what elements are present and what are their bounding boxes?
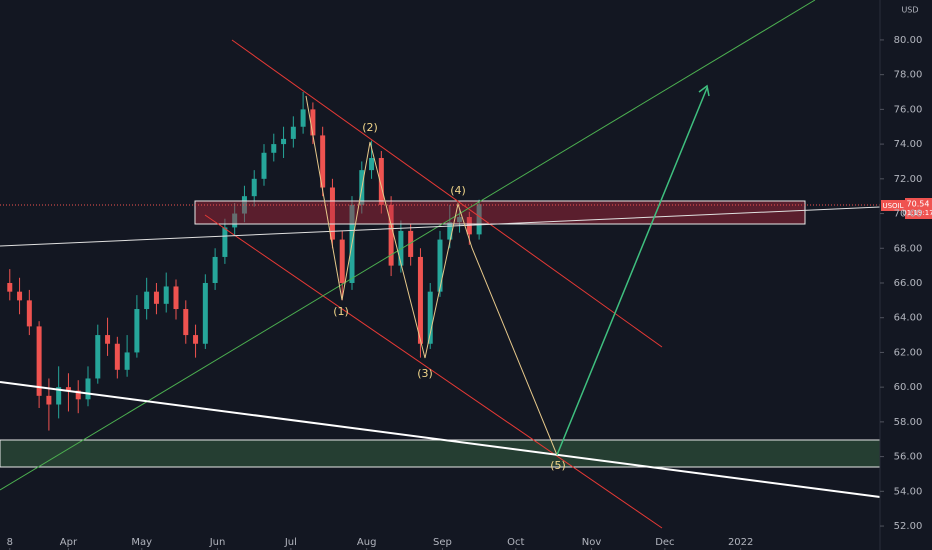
candle-body — [339, 239, 345, 283]
candle-body — [105, 335, 111, 344]
candle-body — [427, 291, 433, 344]
x-tick-label: 2022 — [728, 537, 753, 548]
y-tick-label: 52.00 — [894, 521, 923, 532]
candle-body — [124, 352, 130, 370]
y-tick-label: 80.00 — [894, 35, 923, 46]
countdown: 01:19:17 — [902, 209, 932, 217]
candle-body — [85, 378, 91, 400]
x-tick-label: Nov — [582, 537, 602, 548]
candle-body — [183, 309, 189, 336]
x-tick-label: Dec — [655, 537, 674, 548]
x-tick-label: May — [131, 537, 152, 548]
candle-body — [75, 390, 81, 400]
candle-body — [457, 217, 463, 223]
candle-body — [398, 230, 404, 266]
wave-label: (5) — [550, 459, 566, 472]
y-tick-label: 56.00 — [894, 452, 923, 463]
y-tick-label: 60.00 — [894, 382, 923, 393]
y-tick-label: 58.00 — [894, 417, 923, 428]
candle-body — [388, 204, 394, 266]
candle-body — [193, 335, 199, 344]
trend-line — [0, 381, 881, 498]
candle-body — [153, 291, 159, 304]
candle-body — [290, 126, 296, 139]
last-price: 70.54 — [907, 200, 930, 209]
candle-body — [437, 239, 443, 292]
y-tick-label: 78.00 — [894, 70, 923, 81]
price-tag — [905, 198, 932, 219]
x-tick-label: Aug — [357, 537, 377, 548]
candle-body — [202, 282, 208, 344]
candle-body — [36, 326, 42, 396]
candle-body — [17, 291, 23, 301]
channel-top — [231, 39, 663, 348]
wave-label: (4) — [450, 184, 466, 197]
candle-body — [271, 144, 277, 153]
candle-body — [212, 256, 218, 283]
candle-body — [173, 286, 179, 310]
resistance-zone — [194, 200, 806, 225]
trend-line — [0, 206, 881, 247]
candle-body — [65, 387, 71, 391]
y-tick-label: 70.00 — [894, 209, 923, 220]
y-tick-label: 72.00 — [894, 174, 923, 185]
candle-body — [261, 152, 267, 179]
candle-body — [95, 335, 101, 379]
x-tick-label: Jul — [284, 537, 297, 548]
arrow-head — [698, 84, 710, 97]
x-tick-label: Sep — [433, 537, 452, 548]
currency: USD — [901, 6, 918, 15]
candle-body — [320, 135, 326, 188]
channel-bottom — [204, 214, 663, 529]
candle-body — [310, 109, 316, 136]
wave-label: (3) — [417, 367, 433, 380]
x-tick-label: Jun — [209, 537, 226, 548]
candle-body — [163, 286, 169, 304]
wave-path — [305, 95, 558, 456]
candle-body — [369, 157, 375, 171]
symbol-tag — [881, 200, 905, 211]
candle-body — [476, 204, 482, 235]
y-tick-label: 62.00 — [894, 347, 923, 358]
price-scale: USD USOIL 70.54 01:19:17 — [879, 0, 932, 550]
support-zone — [0, 439, 881, 468]
candle-body — [329, 187, 335, 240]
y-tick-label: 64.00 — [894, 313, 923, 324]
candle-body — [241, 196, 247, 214]
candle-body — [134, 309, 140, 353]
candle-body — [378, 157, 384, 205]
x-tick-label: Oct — [507, 537, 524, 548]
candle-body — [417, 256, 423, 344]
candle-body — [222, 227, 228, 257]
y-tick-label: 68.00 — [894, 243, 923, 254]
trend-line — [0, 0, 816, 491]
candle-body — [56, 387, 62, 405]
candle-body — [232, 213, 238, 228]
wave-label: (2) — [362, 121, 378, 134]
candle-body — [7, 282, 13, 292]
candle-body — [281, 138, 287, 145]
y-tick-label: 54.00 — [894, 486, 923, 497]
candle-body — [114, 343, 120, 370]
x-tick-label: Apr — [60, 537, 78, 548]
candles — [7, 92, 482, 431]
y-tick-label: 76.00 — [894, 104, 923, 115]
candle-body — [26, 300, 32, 327]
candle-body — [447, 222, 453, 240]
y-tick-label: 74.00 — [894, 139, 923, 150]
y-tick-label: 66.00 — [894, 278, 923, 289]
symbol: USOIL — [882, 202, 903, 210]
candle-body — [300, 109, 306, 127]
projection-arrow — [556, 87, 708, 456]
wave-label: (1) — [333, 305, 349, 318]
candle-body — [46, 395, 52, 405]
x-tick-label: 8 — [7, 537, 13, 548]
candle-body — [408, 230, 414, 257]
candle-body — [144, 291, 150, 310]
candle-body — [251, 178, 257, 197]
